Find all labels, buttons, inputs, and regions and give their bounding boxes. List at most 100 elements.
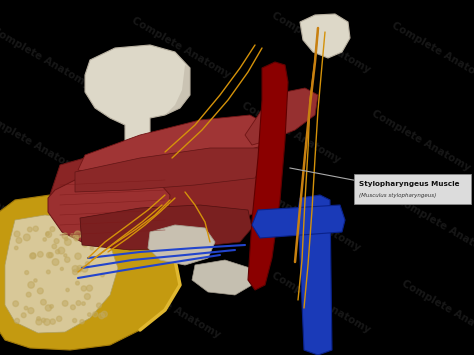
Circle shape xyxy=(71,305,75,310)
Circle shape xyxy=(46,270,50,274)
Polygon shape xyxy=(78,115,268,175)
Polygon shape xyxy=(148,225,215,265)
Circle shape xyxy=(66,288,69,292)
Circle shape xyxy=(46,232,49,235)
Circle shape xyxy=(74,237,78,241)
Circle shape xyxy=(82,266,88,272)
Polygon shape xyxy=(192,260,252,295)
Circle shape xyxy=(52,244,56,249)
Circle shape xyxy=(62,233,68,239)
Circle shape xyxy=(48,253,53,258)
Text: Complete Anatomy: Complete Anatomy xyxy=(130,15,232,80)
Circle shape xyxy=(81,233,88,239)
Text: Complete Anatomy: Complete Anatomy xyxy=(370,108,472,173)
Circle shape xyxy=(76,301,81,306)
Polygon shape xyxy=(298,195,332,355)
Circle shape xyxy=(97,303,101,308)
Circle shape xyxy=(82,242,88,247)
Circle shape xyxy=(36,317,41,321)
Polygon shape xyxy=(165,65,190,115)
Circle shape xyxy=(14,231,20,237)
Text: Complete Anatomy: Complete Anatomy xyxy=(270,270,372,335)
Circle shape xyxy=(16,237,22,243)
Circle shape xyxy=(60,267,64,271)
Text: Complete Anatomy: Complete Anatomy xyxy=(120,275,222,340)
Circle shape xyxy=(64,254,67,257)
Polygon shape xyxy=(80,205,252,250)
Polygon shape xyxy=(50,135,270,238)
FancyBboxPatch shape xyxy=(354,174,471,204)
Circle shape xyxy=(50,305,54,308)
Circle shape xyxy=(34,279,37,282)
Circle shape xyxy=(36,319,42,325)
Circle shape xyxy=(33,226,38,231)
Text: Complete Anatomy: Complete Anatomy xyxy=(240,100,342,165)
Circle shape xyxy=(92,312,98,317)
Circle shape xyxy=(96,225,101,230)
Circle shape xyxy=(28,282,35,288)
Text: Complete Anatomy: Complete Anatomy xyxy=(110,190,212,255)
Circle shape xyxy=(64,237,68,241)
Circle shape xyxy=(55,250,60,254)
Circle shape xyxy=(21,313,26,318)
Circle shape xyxy=(58,247,65,254)
Circle shape xyxy=(70,234,74,237)
Circle shape xyxy=(86,285,92,291)
Circle shape xyxy=(77,268,82,272)
Circle shape xyxy=(45,305,52,311)
Circle shape xyxy=(64,257,70,262)
Text: Complete Anatomy: Complete Anatomy xyxy=(0,195,87,260)
Polygon shape xyxy=(5,215,118,333)
Circle shape xyxy=(24,306,28,310)
Circle shape xyxy=(52,259,59,266)
Circle shape xyxy=(100,273,104,277)
Circle shape xyxy=(99,313,104,319)
Polygon shape xyxy=(85,45,190,162)
Circle shape xyxy=(74,231,81,238)
Polygon shape xyxy=(300,14,350,58)
Circle shape xyxy=(25,271,28,274)
Polygon shape xyxy=(252,205,345,238)
Text: Complete Anatomy: Complete Anatomy xyxy=(260,188,362,253)
Circle shape xyxy=(46,231,52,237)
Polygon shape xyxy=(248,62,288,290)
Circle shape xyxy=(27,227,32,232)
Circle shape xyxy=(29,253,36,259)
Circle shape xyxy=(54,239,59,244)
Circle shape xyxy=(43,238,46,241)
Text: Complete Anatomy: Complete Anatomy xyxy=(0,280,97,345)
Circle shape xyxy=(90,247,93,250)
Text: Complete Anatomy: Complete Anatomy xyxy=(400,278,474,343)
Circle shape xyxy=(37,252,43,257)
Text: (Musculus stylopharyngeus): (Musculus stylopharyngeus) xyxy=(359,192,436,197)
Circle shape xyxy=(73,318,77,323)
Polygon shape xyxy=(75,148,265,192)
Circle shape xyxy=(75,253,81,260)
Circle shape xyxy=(41,318,46,322)
Circle shape xyxy=(28,308,34,314)
Circle shape xyxy=(46,252,52,258)
Text: Complete Anatomy: Complete Anatomy xyxy=(395,195,474,260)
Circle shape xyxy=(64,239,71,245)
Circle shape xyxy=(84,294,91,300)
Circle shape xyxy=(13,301,18,306)
Circle shape xyxy=(75,281,79,285)
Circle shape xyxy=(27,292,31,297)
Circle shape xyxy=(41,299,46,305)
Circle shape xyxy=(72,266,79,272)
Circle shape xyxy=(83,231,88,236)
Circle shape xyxy=(82,302,85,305)
Polygon shape xyxy=(245,88,318,145)
Circle shape xyxy=(56,316,62,321)
Circle shape xyxy=(73,269,78,275)
Circle shape xyxy=(88,313,91,316)
Text: Stylopharyngeus Muscle: Stylopharyngeus Muscle xyxy=(359,181,459,187)
Circle shape xyxy=(85,262,90,266)
Circle shape xyxy=(44,319,50,325)
Circle shape xyxy=(50,319,55,324)
Circle shape xyxy=(73,235,79,240)
Circle shape xyxy=(23,234,30,241)
Text: Complete Anatomy: Complete Anatomy xyxy=(270,10,372,75)
Circle shape xyxy=(84,225,87,229)
Circle shape xyxy=(80,320,84,324)
